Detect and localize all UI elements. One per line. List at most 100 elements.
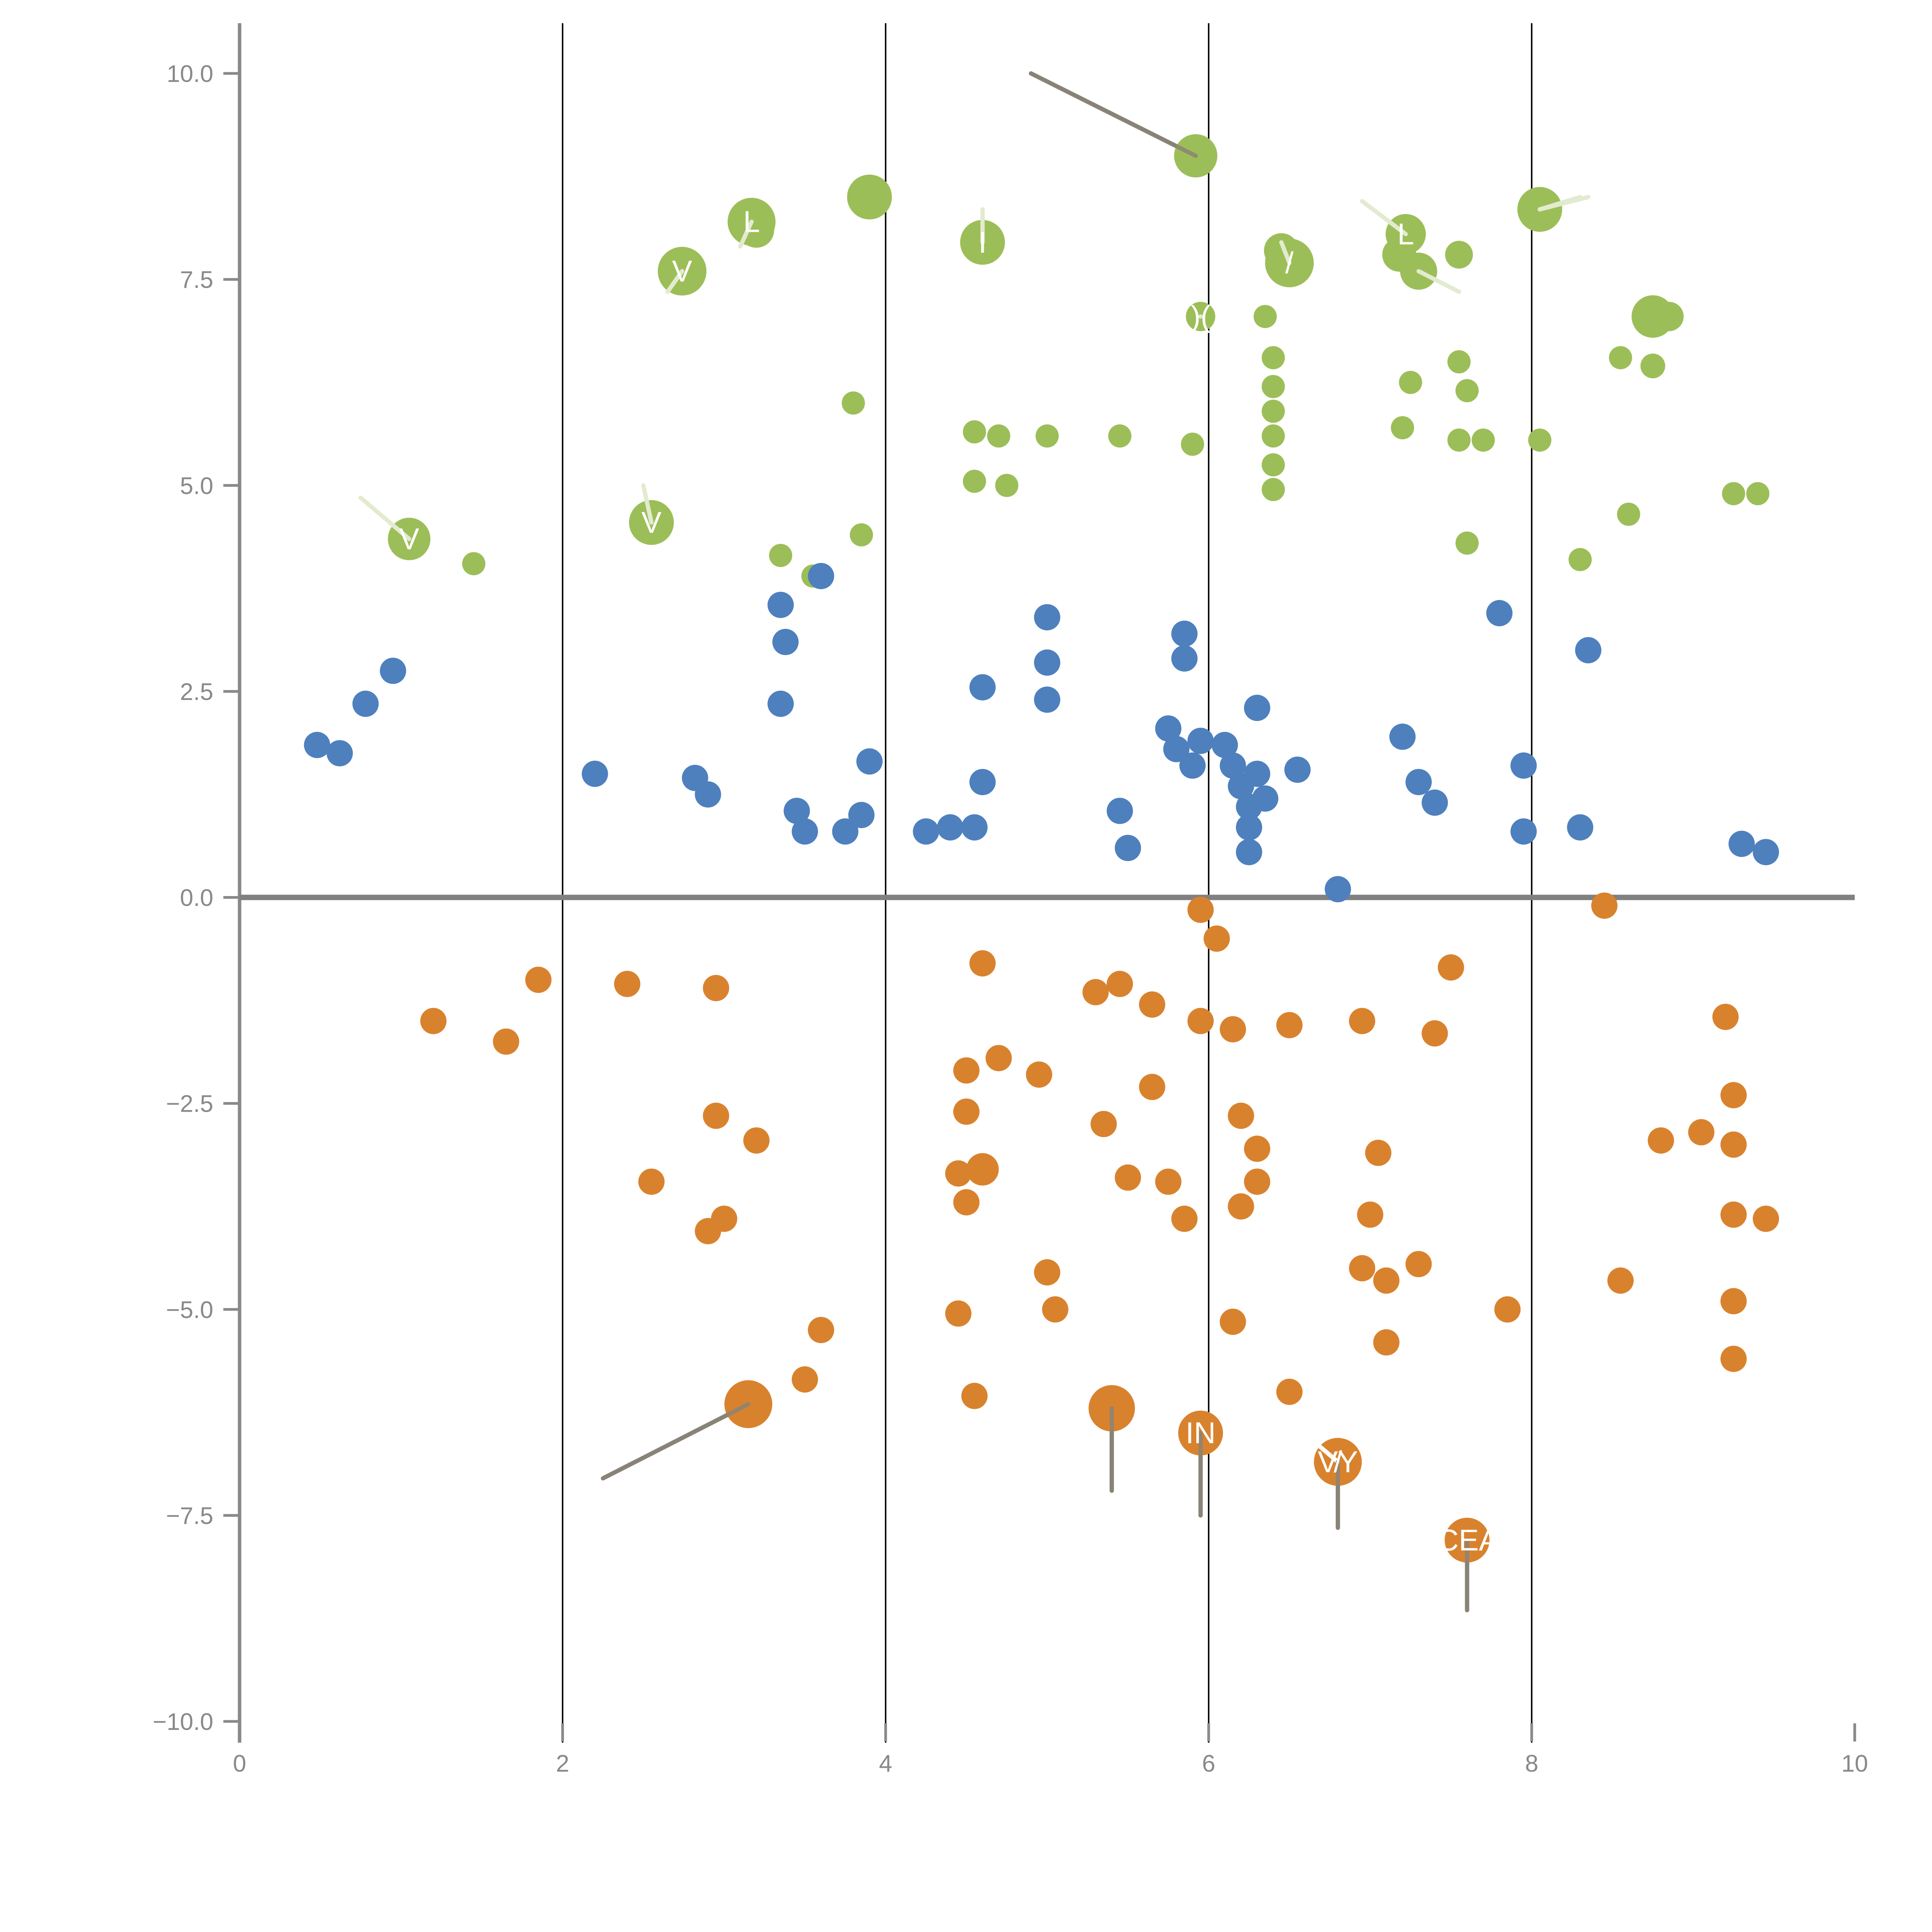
data-point[interactable] bbox=[1357, 1201, 1383, 1228]
data-point[interactable] bbox=[695, 781, 721, 808]
data-point[interactable] bbox=[1568, 548, 1592, 571]
data-point[interactable] bbox=[1276, 1012, 1303, 1039]
data-point[interactable] bbox=[1139, 991, 1165, 1018]
data-point[interactable] bbox=[1115, 835, 1141, 861]
data-point[interactable] bbox=[848, 802, 875, 828]
data-point[interactable] bbox=[913, 818, 939, 845]
data-point[interactable] bbox=[1494, 1296, 1521, 1323]
data-point[interactable] bbox=[995, 474, 1019, 497]
data-point[interactable] bbox=[1722, 482, 1745, 505]
data-point[interactable] bbox=[1720, 1288, 1747, 1315]
data-point[interactable] bbox=[327, 740, 353, 767]
data-point[interactable] bbox=[1262, 424, 1285, 448]
data-point[interactable] bbox=[953, 1098, 980, 1125]
data-point[interactable] bbox=[1107, 798, 1133, 824]
data-point[interactable] bbox=[1422, 789, 1448, 816]
data-point[interactable] bbox=[1163, 736, 1190, 762]
data-point[interactable] bbox=[1405, 1251, 1432, 1277]
data-point[interactable] bbox=[963, 469, 986, 493]
data-point[interactable] bbox=[1455, 379, 1479, 403]
data-point[interactable] bbox=[1567, 814, 1594, 841]
data-point[interactable] bbox=[1171, 621, 1198, 647]
data-point[interactable] bbox=[1405, 769, 1432, 795]
data-point[interactable] bbox=[582, 760, 608, 787]
data-point[interactable] bbox=[1399, 371, 1422, 394]
data-point[interactable] bbox=[1728, 830, 1755, 857]
data-point[interactable] bbox=[1746, 482, 1770, 505]
data-point[interactable] bbox=[743, 1127, 770, 1154]
data-point[interactable] bbox=[832, 818, 859, 845]
data-point[interactable] bbox=[961, 814, 988, 841]
data-point[interactable] bbox=[1720, 1201, 1747, 1228]
data-point[interactable] bbox=[1026, 1061, 1053, 1088]
data-point[interactable] bbox=[969, 950, 996, 977]
data-point[interactable] bbox=[1115, 1164, 1141, 1191]
data-point[interactable] bbox=[945, 1160, 972, 1187]
data-point[interactable] bbox=[850, 523, 873, 547]
data-point[interactable] bbox=[1219, 1016, 1246, 1043]
data-point[interactable] bbox=[808, 563, 834, 589]
data-point[interactable] bbox=[380, 658, 406, 684]
data-point[interactable] bbox=[1528, 428, 1551, 452]
data-point[interactable] bbox=[1640, 354, 1665, 379]
data-point[interactable] bbox=[1575, 637, 1602, 663]
data-point[interactable] bbox=[1720, 1131, 1747, 1158]
data-point[interactable] bbox=[987, 424, 1010, 448]
data-point[interactable] bbox=[1228, 1102, 1254, 1129]
data-point[interactable] bbox=[1244, 760, 1270, 787]
data-point[interactable] bbox=[1391, 416, 1414, 439]
data-point[interactable] bbox=[1422, 1020, 1448, 1047]
data-point[interactable] bbox=[614, 971, 641, 997]
data-point[interactable] bbox=[1034, 1259, 1060, 1286]
data-point[interactable] bbox=[1203, 925, 1230, 952]
data-point[interactable] bbox=[1617, 502, 1640, 526]
data-point[interactable] bbox=[985, 1045, 1012, 1071]
data-points[interactable] bbox=[304, 134, 1779, 1563]
data-point[interactable] bbox=[1187, 728, 1214, 754]
data-point[interactable] bbox=[1187, 1008, 1214, 1034]
data-point[interactable] bbox=[1236, 814, 1262, 841]
data-point[interactable] bbox=[638, 1168, 665, 1195]
data-point[interactable] bbox=[1252, 785, 1279, 812]
data-point[interactable] bbox=[969, 674, 996, 701]
data-point[interactable] bbox=[1445, 241, 1473, 269]
data-point[interactable] bbox=[1253, 305, 1277, 328]
data-point[interactable] bbox=[784, 798, 810, 824]
data-point[interactable] bbox=[808, 1317, 834, 1344]
data-point[interactable] bbox=[1262, 453, 1285, 476]
data-point[interactable] bbox=[1510, 752, 1537, 779]
data-point[interactable] bbox=[1373, 1329, 1400, 1356]
data-point[interactable] bbox=[1181, 432, 1204, 456]
data-point[interactable] bbox=[1082, 979, 1109, 1005]
data-point[interactable] bbox=[953, 1189, 980, 1216]
data-point[interactable] bbox=[1471, 428, 1495, 452]
data-point[interactable] bbox=[1034, 686, 1060, 713]
data-point[interactable] bbox=[1720, 1082, 1747, 1109]
data-point[interactable] bbox=[1373, 1267, 1400, 1294]
data-point[interactable] bbox=[1284, 756, 1311, 783]
data-point[interactable] bbox=[420, 1008, 447, 1034]
data-point[interactable] bbox=[711, 1206, 737, 1232]
data-point[interactable] bbox=[1447, 428, 1471, 452]
data-point[interactable] bbox=[1609, 346, 1632, 369]
data-point[interactable] bbox=[304, 731, 330, 758]
data-point[interactable] bbox=[963, 420, 986, 444]
data-point[interactable] bbox=[1042, 1296, 1068, 1323]
data-point[interactable] bbox=[1211, 731, 1238, 758]
data-point[interactable] bbox=[792, 818, 818, 845]
data-point[interactable] bbox=[1171, 1206, 1198, 1232]
data-point[interactable] bbox=[1447, 350, 1471, 374]
data-point[interactable] bbox=[738, 212, 774, 248]
data-point[interactable] bbox=[1753, 1206, 1779, 1232]
data-point[interactable] bbox=[1349, 1255, 1376, 1282]
data-point[interactable] bbox=[961, 1383, 988, 1409]
data-point[interactable] bbox=[1139, 1073, 1165, 1100]
data-point[interactable] bbox=[1591, 892, 1618, 919]
data-point[interactable] bbox=[1107, 971, 1133, 997]
data-point[interactable] bbox=[1712, 1003, 1739, 1030]
data-point[interactable] bbox=[847, 174, 892, 219]
data-point[interactable] bbox=[1648, 1127, 1674, 1154]
data-point[interactable] bbox=[953, 1057, 980, 1084]
data-point[interactable] bbox=[1654, 302, 1684, 332]
data-point[interactable] bbox=[703, 1102, 730, 1129]
